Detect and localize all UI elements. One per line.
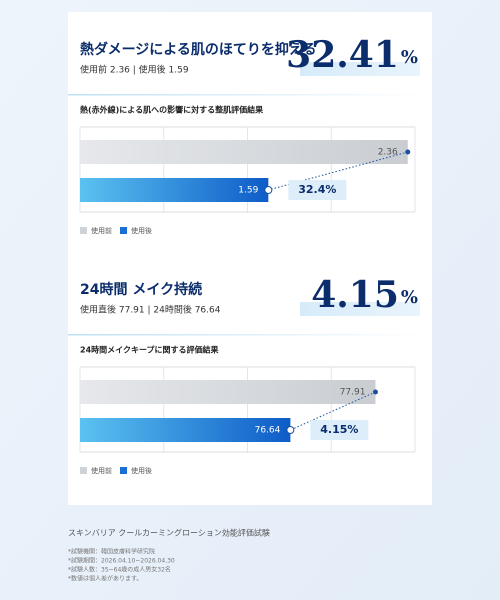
annotation: 32.4%: [298, 183, 336, 196]
legend-swatch: [120, 467, 127, 474]
subtitle: 使用直後 77.91 | 24時間後 76.64: [80, 304, 221, 316]
footer-note: *試験期間：2026.04.10~2026.04.30: [68, 557, 175, 565]
divider: [68, 94, 432, 96]
highlight-unit: %: [401, 287, 418, 308]
footer-note: *試験人数：35~64歳の成人男女32名: [68, 566, 171, 574]
legend-swatch: [120, 227, 127, 234]
annotation-box: [310, 420, 369, 440]
end-marker: [286, 426, 295, 434]
highlight-number: 4.15: [311, 274, 399, 316]
legend-swatch: [80, 467, 87, 474]
legend-label: 使用後: [131, 226, 152, 235]
highlight: 4.15%: [311, 274, 418, 316]
value-label: 76.64: [255, 426, 281, 436]
annotation: 4.15%: [320, 423, 358, 436]
bar: [80, 178, 269, 202]
value-label: 2.36: [378, 148, 398, 158]
highlight-unit: %: [401, 47, 418, 68]
legend-label: 使用後: [131, 466, 152, 475]
highlight-band: [300, 302, 420, 316]
chart-title: 熱(赤外線)による肌への影響に対する整肌評価結果: [80, 105, 263, 115]
legend-label: 使用前: [91, 226, 112, 235]
chart-title: 24時間メイクキープに関する評価結果: [80, 345, 219, 355]
highlight-band: [300, 62, 420, 76]
legend-swatch: [80, 227, 87, 234]
divider: [68, 334, 432, 336]
footer-note: *試験機関：韓国皮膚科学研究院: [68, 548, 155, 556]
footer-note: *数値は個人差があります。: [68, 575, 142, 583]
heading: 24時間 メイク持続: [80, 281, 202, 298]
legend-label: 使用前: [91, 466, 112, 475]
subtitle: 使用前 2.36 | 使用後 1.59: [80, 64, 189, 76]
value-label: 1.59: [238, 186, 258, 196]
value-label: 77.91: [340, 388, 366, 398]
bar: [80, 418, 291, 442]
bar: [80, 140, 408, 164]
highlight: 32.41%: [286, 34, 418, 76]
heading: 熱ダメージによる肌のほてりを抑える: [80, 41, 316, 58]
annotation-box: [288, 180, 347, 200]
highlight-number: 32.41: [286, 34, 399, 76]
bar: [80, 380, 376, 404]
end-marker: [264, 186, 273, 194]
connector: [290, 391, 376, 431]
end-marker: [405, 149, 411, 155]
end-marker: [372, 389, 378, 395]
footer-title: スキンバリア クールカーミングローション効能評価試験: [68, 528, 270, 538]
